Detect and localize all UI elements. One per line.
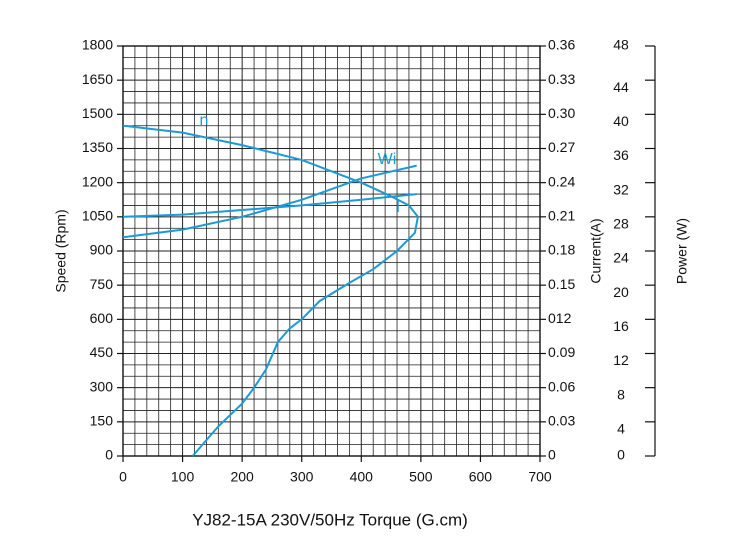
y2-tick-label: 0: [548, 447, 556, 463]
y3-tick-label: 44: [613, 79, 629, 95]
y3-tick-label: 36: [613, 147, 629, 163]
y2-tick-label: 012: [548, 310, 572, 326]
y2-tick-label: 0.30: [548, 105, 575, 121]
y-tick-label: 1200: [82, 173, 113, 189]
y-tick-label: 600: [90, 310, 114, 326]
y2-tick-label: 0.24: [548, 173, 575, 189]
y-tick-label: 1800: [82, 37, 113, 53]
y-tick-label: 450: [90, 344, 114, 360]
y2-tick-label: 0.15: [548, 276, 575, 292]
x-tick-label: 500: [409, 469, 433, 485]
y2-tick-label: 0.09: [548, 344, 575, 360]
series-line: [122, 193, 417, 218]
series-label: I: [396, 199, 400, 216]
y-tick-label: 0: [105, 447, 113, 463]
y2-tick-label: 0.18: [548, 242, 575, 258]
y2-axis-title: Current(A): [588, 218, 604, 283]
series-label: n: [200, 112, 209, 129]
y3-tick-label: 20: [613, 284, 629, 300]
x-tick-label: 700: [528, 469, 552, 485]
y3-tick-label: 28: [613, 216, 629, 232]
y2-tick-label: 0.33: [548, 71, 575, 87]
y2-tick-label: 0.03: [548, 413, 575, 429]
y3-tick-label: 40: [613, 113, 629, 129]
y3-axis-title: Power (W): [674, 218, 690, 284]
y2-tick-label: 0.27: [548, 139, 575, 155]
y-tick-label: 900: [90, 242, 114, 258]
y-axis-title: Speed (Rpm): [53, 209, 69, 292]
series-label: Wi: [378, 151, 397, 168]
x-tick-label: 400: [350, 469, 374, 485]
y-tick-label: 300: [90, 378, 114, 394]
x-tick-label: 0: [119, 469, 127, 485]
y-tick-label: 1500: [82, 105, 113, 121]
x-tick-label: 600: [469, 469, 493, 485]
y3-tick-label: 16: [613, 318, 629, 334]
x-tick-label: 300: [290, 469, 314, 485]
y3-tick-label: 24: [613, 250, 629, 266]
plot-frame: [122, 45, 541, 457]
y-tick-label: 1350: [82, 139, 113, 155]
y3-tick-label: 0: [617, 447, 625, 463]
y-tick-label: 1050: [82, 208, 113, 224]
y3-tick-label: 48: [613, 37, 629, 53]
y2-tick-label: 0.21: [548, 208, 575, 224]
series-line: [122, 164, 417, 239]
y2-tick-label: 0.36: [548, 37, 575, 53]
y-tick-label: 750: [90, 276, 114, 292]
x-axis-title: YJ82-15A 230V/50Hz Torque (G.cm): [192, 510, 468, 529]
y-tick-label: 1650: [82, 71, 113, 87]
y-tick-label: 150: [90, 413, 114, 429]
y3-tick-label: 12: [613, 352, 629, 368]
x-tick-label: 100: [171, 469, 195, 485]
y3-tick-label: 8: [617, 386, 625, 402]
y2-tick-label: 0.06: [548, 378, 575, 394]
y3-tick-label: 4: [617, 421, 625, 437]
x-tick-label: 200: [230, 469, 254, 485]
y3-tick-label: 32: [613, 181, 629, 197]
series-line: [122, 124, 419, 457]
